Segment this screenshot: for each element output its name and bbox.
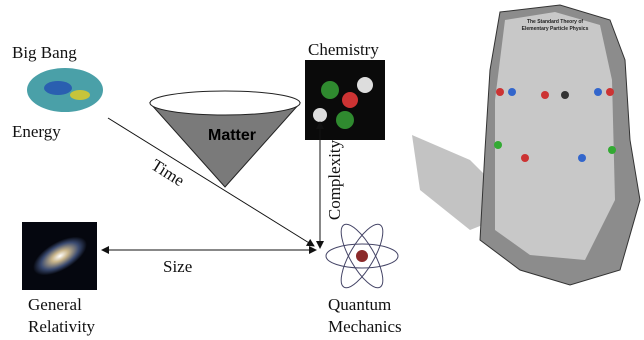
size-label: Size (163, 257, 192, 276)
quantum-label: Quantum (328, 295, 391, 314)
atom (313, 108, 327, 122)
cmb-spot (44, 81, 72, 95)
atom (342, 92, 358, 108)
big-bang-label: Big Bang (12, 43, 77, 62)
quantum-label: Mechanics (328, 317, 402, 336)
atom (357, 77, 373, 93)
time-label: Time (148, 155, 188, 190)
chemistry-label: Chemistry (308, 40, 379, 59)
matter-label: Matter (208, 127, 256, 144)
stone-face (495, 12, 615, 260)
complexity-label: Complexity (325, 139, 344, 220)
atom (336, 111, 354, 129)
atom-image (326, 219, 398, 293)
energy-label: Energy (12, 122, 61, 141)
funnel-top (150, 91, 300, 115)
stone-title: Elementary Particle Physics (522, 26, 589, 32)
relativity-label: General (28, 295, 82, 314)
atom (321, 81, 339, 99)
stone-title: The Standard Theory of (527, 19, 583, 25)
relativity-label: Relativity (28, 317, 96, 336)
cmb-spot (70, 90, 90, 100)
diagram: Big Bang Energy Matter Time Chemistry Co… (0, 0, 644, 340)
